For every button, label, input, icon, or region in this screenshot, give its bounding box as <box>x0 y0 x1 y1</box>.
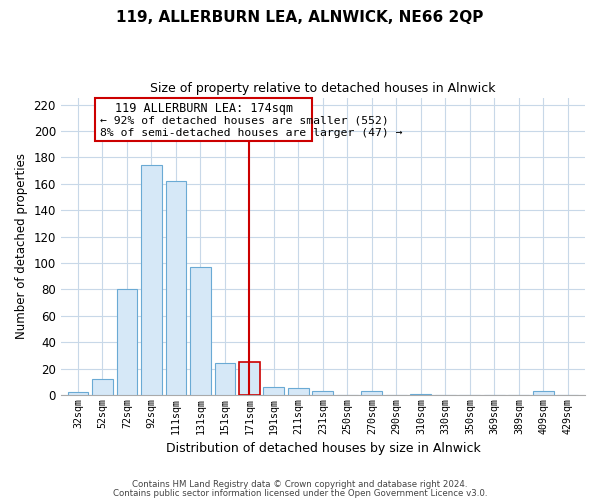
Bar <box>92 379 113 395</box>
X-axis label: Distribution of detached houses by size in Alnwick: Distribution of detached houses by size … <box>166 442 480 455</box>
Bar <box>263 387 284 395</box>
Bar <box>190 267 211 395</box>
Y-axis label: Number of detached properties: Number of detached properties <box>15 154 28 340</box>
Bar <box>288 388 309 395</box>
Bar <box>141 166 162 395</box>
Text: 119 ALLERBURN LEA: 174sqm: 119 ALLERBURN LEA: 174sqm <box>115 102 293 114</box>
Text: Contains HM Land Registry data © Crown copyright and database right 2024.: Contains HM Land Registry data © Crown c… <box>132 480 468 489</box>
Bar <box>68 392 88 395</box>
Text: 119, ALLERBURN LEA, ALNWICK, NE66 2QP: 119, ALLERBURN LEA, ALNWICK, NE66 2QP <box>116 10 484 25</box>
Bar <box>361 391 382 395</box>
Bar <box>313 391 334 395</box>
Bar <box>533 391 554 395</box>
Title: Size of property relative to detached houses in Alnwick: Size of property relative to detached ho… <box>150 82 496 96</box>
FancyBboxPatch shape <box>95 98 313 141</box>
Bar <box>215 363 235 395</box>
Bar <box>239 362 260 395</box>
Bar <box>116 290 137 395</box>
Bar <box>166 181 187 395</box>
Bar <box>410 394 431 395</box>
Text: Contains public sector information licensed under the Open Government Licence v3: Contains public sector information licen… <box>113 489 487 498</box>
Text: 8% of semi-detached houses are larger (47) →: 8% of semi-detached houses are larger (4… <box>100 128 403 138</box>
Text: ← 92% of detached houses are smaller (552): ← 92% of detached houses are smaller (55… <box>100 116 389 126</box>
